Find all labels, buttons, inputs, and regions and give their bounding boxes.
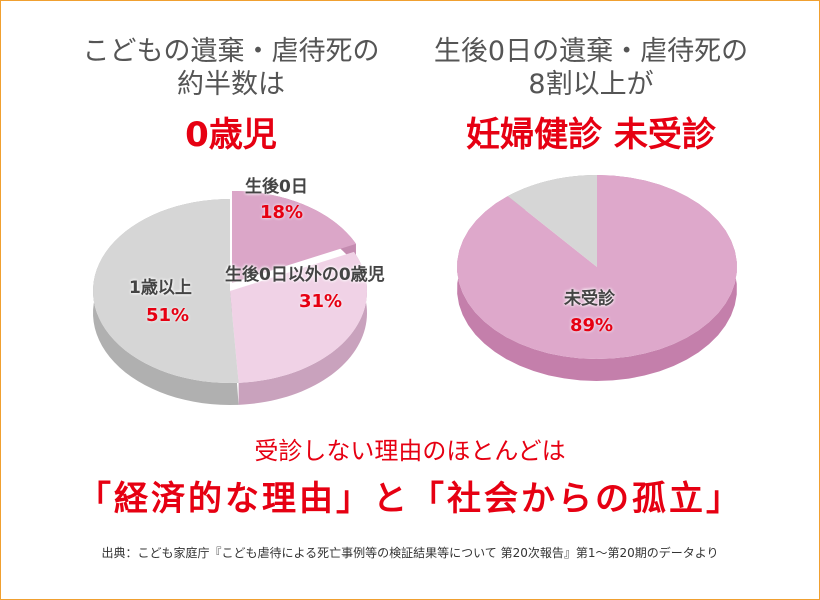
slice-label-infant: 生後0日以外の0歳児	[225, 265, 385, 285]
left-heading: こどもの遺棄・虐待死の 約半数は	[41, 35, 421, 101]
slice-label-over1: 1歳以上	[129, 278, 192, 298]
conclusion-reasons: 「経済的な理由」と「社会からの孤立」	[77, 479, 743, 519]
slice-value-infant: 31%	[299, 291, 343, 312]
right-heading-line2: 8割以上が	[528, 69, 654, 100]
conclusion-intro: 受診しない理由のほとんどは	[254, 437, 566, 465]
left-heading-emphasis: 0歳児	[185, 115, 277, 155]
slice-label-unexamined: 未受診	[564, 289, 615, 309]
pie0-slice-1	[230, 251, 367, 383]
slice-value-day0: 18%	[260, 202, 304, 223]
right-heading: 生後0日の遺棄・虐待死の 8割以上が	[401, 35, 781, 101]
pie1-slice-1	[507, 175, 597, 267]
left-heading-line1: こどもの遺棄・虐待死の	[82, 36, 380, 67]
right-heading-line1: 生後0日の遺棄・虐待死の	[433, 36, 749, 67]
slice-value-unexamined: 89%	[570, 315, 614, 336]
slice-label-day0: 生後0日	[245, 177, 308, 197]
slice-value-over1: 51%	[146, 305, 190, 326]
pie1-slice-0	[457, 175, 737, 359]
left-heading-line2: 約半数は	[177, 69, 285, 100]
source-citation: 出典：こども家庭庁『こども虐待による死亡事例等の検証結果等について 第20次報告…	[101, 546, 719, 560]
pie0-slice-2	[93, 199, 239, 383]
pie0-slice-0	[232, 191, 356, 283]
right-heading-emphasis: 妊婦健診 未受診	[466, 115, 716, 155]
